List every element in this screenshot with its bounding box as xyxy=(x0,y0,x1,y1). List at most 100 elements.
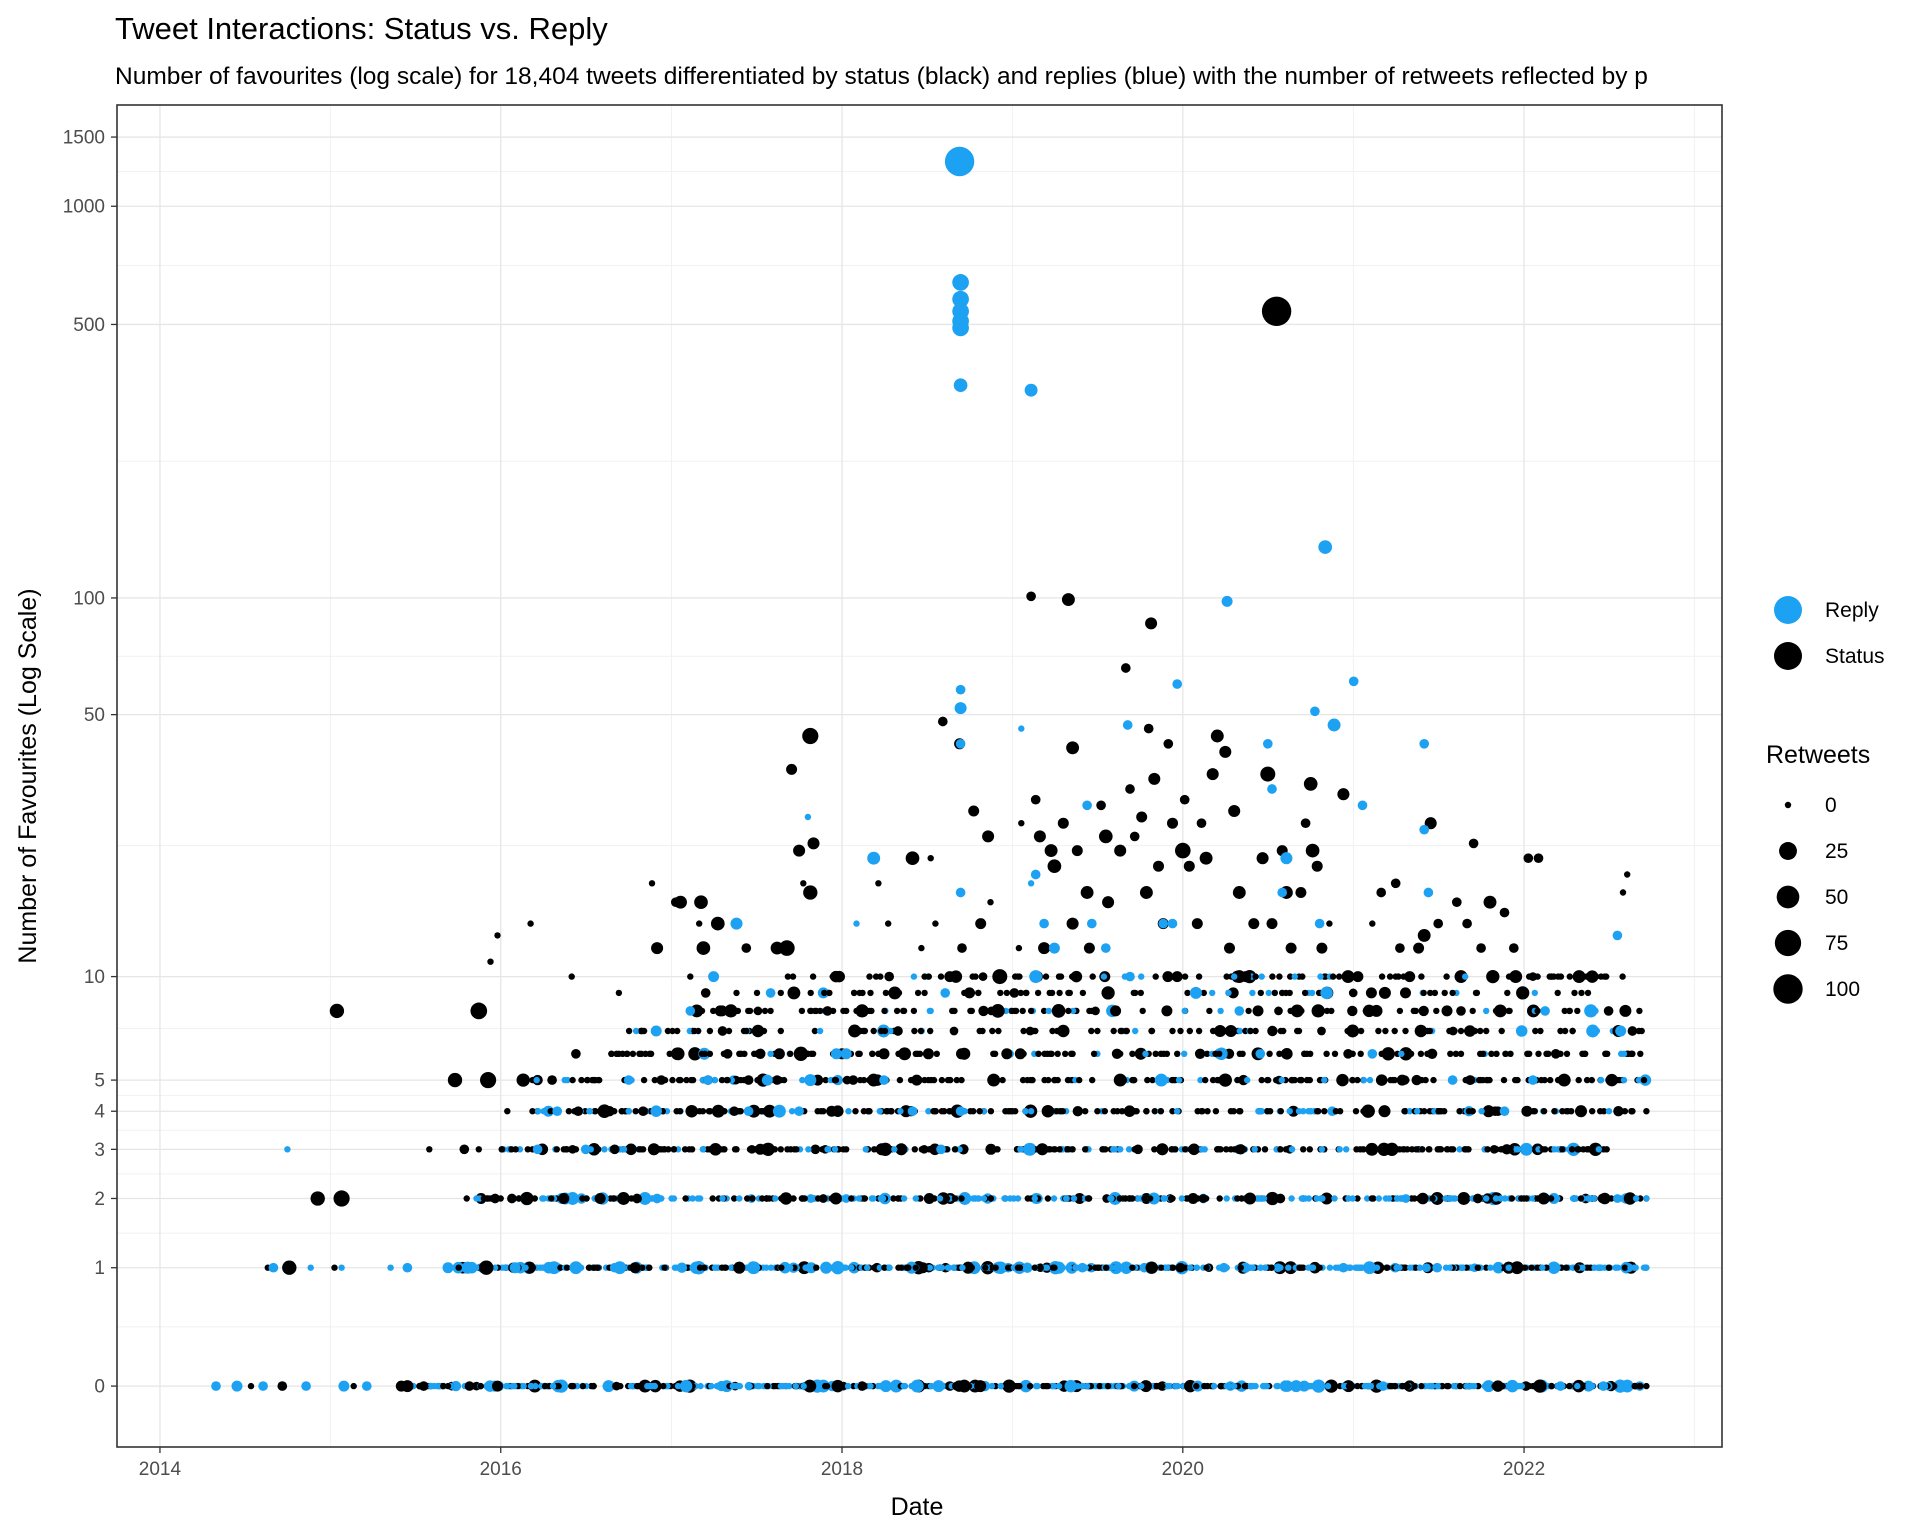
band-point xyxy=(992,1264,999,1271)
band-point xyxy=(1529,1195,1537,1202)
point-status xyxy=(761,1007,769,1015)
band-point xyxy=(1495,1264,1503,1271)
band-point xyxy=(1549,1264,1556,1271)
point-reply xyxy=(307,1264,314,1271)
band-point xyxy=(1432,1262,1443,1273)
band-point xyxy=(1057,1108,1064,1115)
point-status xyxy=(463,1195,470,1202)
band-point xyxy=(1434,1382,1441,1390)
point-reply xyxy=(867,851,881,865)
band-point xyxy=(1353,1146,1360,1153)
band-point xyxy=(1396,1007,1404,1015)
band-point xyxy=(1375,1027,1382,1035)
band-point xyxy=(660,1382,667,1390)
band-point xyxy=(1191,1146,1198,1153)
band-point xyxy=(1194,1108,1201,1115)
band-point xyxy=(1286,989,1293,997)
band-point xyxy=(867,1382,874,1390)
band-point xyxy=(1360,1076,1368,1084)
band-point xyxy=(912,1264,919,1271)
band-point xyxy=(1273,1382,1280,1390)
band-point xyxy=(759,1108,767,1115)
point-status xyxy=(1120,663,1131,673)
band-point xyxy=(1138,1382,1145,1390)
band-point xyxy=(989,1027,996,1035)
band-point xyxy=(1002,1195,1009,1202)
legend-size-label: 0 xyxy=(1825,794,1837,817)
point-reply xyxy=(1327,718,1341,732)
point-reply xyxy=(1419,824,1430,835)
band-point xyxy=(1139,1007,1146,1015)
band-point xyxy=(1159,1382,1166,1390)
band-point xyxy=(539,1195,546,1202)
band-point xyxy=(1602,1050,1609,1058)
band-point xyxy=(711,1264,719,1271)
band-point xyxy=(1531,989,1539,997)
band-point xyxy=(477,1382,484,1390)
band-point xyxy=(1635,1076,1643,1084)
band-point xyxy=(1540,1108,1548,1115)
band-point xyxy=(1065,1264,1073,1271)
point-status xyxy=(687,1106,698,1117)
band-point xyxy=(1483,1027,1490,1035)
point-status xyxy=(609,1144,620,1155)
band-point xyxy=(1628,1108,1636,1115)
band-point xyxy=(1411,1195,1418,1202)
band-point xyxy=(1227,987,1239,999)
band-point xyxy=(676,1108,684,1115)
band-point xyxy=(761,1074,773,1086)
band-point xyxy=(1320,986,1333,1000)
band-point xyxy=(939,1382,946,1390)
band-point xyxy=(850,989,858,997)
band-point xyxy=(1399,1382,1406,1390)
band-point xyxy=(1573,1264,1581,1271)
band-point xyxy=(1027,1108,1035,1115)
band-point xyxy=(1069,1007,1077,1015)
point-status xyxy=(277,1381,288,1391)
band-point xyxy=(1157,1108,1165,1115)
band-point xyxy=(895,1264,902,1271)
point-status xyxy=(1433,918,1444,929)
band-point xyxy=(1168,1146,1175,1153)
band-point xyxy=(1541,1076,1548,1084)
band-point xyxy=(938,1076,946,1084)
band-point xyxy=(1535,1050,1542,1058)
band-point xyxy=(515,1195,523,1202)
point-reply xyxy=(1423,887,1434,898)
band-point xyxy=(1265,1191,1280,1206)
band-point xyxy=(1169,1108,1176,1115)
legend-key-status xyxy=(1774,642,1802,670)
band-point xyxy=(925,1108,932,1115)
point-status xyxy=(562,1146,570,1153)
band-point xyxy=(594,1264,601,1271)
band-point xyxy=(895,1143,908,1156)
band-point xyxy=(1547,1076,1554,1084)
band-point xyxy=(1181,1007,1188,1015)
band-point xyxy=(1443,973,1450,980)
band-point xyxy=(632,1193,642,1204)
band-point xyxy=(1442,1195,1449,1202)
band-point xyxy=(1399,1047,1413,1061)
band-point xyxy=(541,1382,549,1390)
band-point xyxy=(1375,1074,1388,1086)
band-point xyxy=(1561,1027,1569,1035)
band-point xyxy=(1512,1076,1519,1084)
band-point xyxy=(1574,1382,1581,1390)
band-point xyxy=(1378,1105,1391,1118)
band-point xyxy=(845,1108,852,1115)
point-status xyxy=(848,1075,859,1085)
band-point xyxy=(1305,1195,1313,1202)
band-point xyxy=(1592,1007,1599,1015)
band-point xyxy=(752,1108,759,1115)
band-point xyxy=(1586,1024,1600,1038)
point-status xyxy=(754,1143,766,1155)
point-status xyxy=(1638,1027,1645,1035)
band-point xyxy=(601,1146,608,1153)
point-reply xyxy=(1310,706,1320,717)
band-point xyxy=(1101,1108,1109,1115)
band-point xyxy=(1169,1027,1176,1035)
band-point xyxy=(877,973,884,980)
band-point xyxy=(1056,1146,1063,1153)
point-status xyxy=(571,1048,581,1059)
